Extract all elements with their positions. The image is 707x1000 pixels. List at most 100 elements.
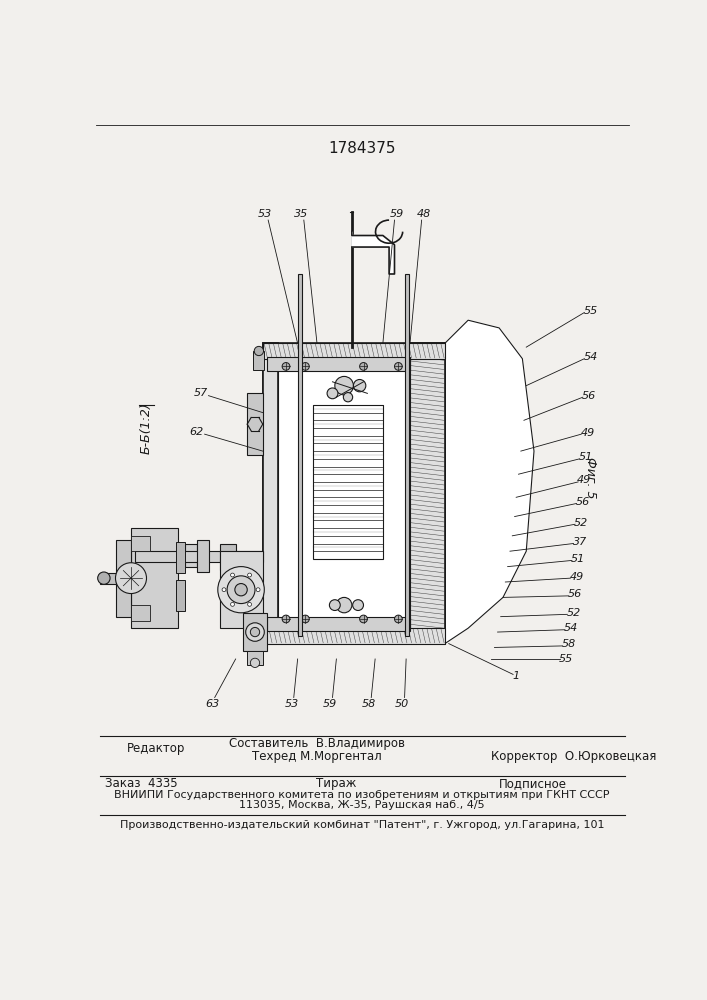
Bar	[131, 536, 151, 551]
Text: 56: 56	[568, 589, 582, 599]
Text: 113035, Москва, Ж-35, Раушская наб., 4/5: 113035, Москва, Ж-35, Раушская наб., 4/5	[239, 800, 485, 810]
Circle shape	[327, 388, 338, 399]
Circle shape	[301, 363, 309, 370]
Circle shape	[255, 346, 264, 356]
Circle shape	[250, 658, 259, 667]
Text: Б-Б(1:2): Б-Б(1:2)	[140, 402, 153, 454]
Circle shape	[282, 615, 290, 623]
Bar	[313, 405, 383, 559]
Text: 37: 37	[573, 537, 587, 547]
Circle shape	[360, 363, 368, 370]
Bar	[115, 540, 131, 617]
Text: 48: 48	[417, 209, 431, 219]
Circle shape	[395, 615, 402, 623]
Text: 55: 55	[559, 654, 573, 664]
Text: Производственно-издательский комбинат "Патент", г. Ужгород, ул.Гагарина, 101: Производственно-издательский комбинат "П…	[119, 820, 604, 830]
Text: 52: 52	[566, 608, 580, 618]
Text: Составитель  В.Владимиров: Составитель В.Владимиров	[229, 737, 405, 750]
Circle shape	[301, 615, 309, 623]
Circle shape	[344, 393, 353, 402]
Bar	[131, 528, 177, 628]
Bar	[243, 613, 267, 651]
Text: 52: 52	[574, 518, 588, 528]
Bar	[247, 651, 263, 665]
Circle shape	[360, 615, 368, 623]
Bar	[253, 351, 264, 370]
Text: Тираж: Тираж	[316, 777, 356, 790]
Bar	[263, 628, 445, 644]
Text: 63: 63	[205, 699, 219, 709]
Bar	[267, 357, 410, 371]
Text: 59: 59	[323, 699, 337, 709]
Bar	[263, 343, 445, 644]
Circle shape	[227, 576, 255, 604]
Bar	[247, 393, 263, 455]
Circle shape	[98, 572, 110, 584]
Circle shape	[256, 588, 260, 592]
Circle shape	[250, 627, 259, 637]
Bar	[404, 274, 409, 636]
Text: 57: 57	[194, 388, 208, 398]
Circle shape	[247, 573, 252, 577]
Bar	[131, 605, 151, 620]
Bar	[197, 540, 209, 572]
Text: Подписное: Подписное	[499, 777, 567, 790]
Circle shape	[353, 600, 363, 610]
Circle shape	[329, 600, 340, 610]
Circle shape	[115, 563, 146, 594]
Bar	[263, 343, 445, 359]
Text: 50: 50	[395, 699, 409, 709]
Text: 53: 53	[258, 209, 272, 219]
Bar	[253, 617, 264, 636]
Bar	[176, 580, 185, 611]
Text: 54: 54	[564, 623, 578, 633]
Circle shape	[337, 597, 352, 613]
Polygon shape	[352, 232, 395, 274]
Polygon shape	[445, 320, 534, 644]
Text: 51: 51	[571, 554, 585, 564]
Circle shape	[230, 602, 235, 606]
Circle shape	[230, 573, 235, 577]
Bar	[263, 343, 279, 644]
Circle shape	[395, 363, 402, 370]
Circle shape	[246, 623, 264, 641]
Bar	[220, 551, 263, 628]
Text: 55: 55	[583, 306, 597, 316]
Text: 35: 35	[294, 209, 309, 219]
Bar	[185, 544, 197, 567]
Text: Техред М.Моргентал: Техред М.Моргентал	[252, 750, 382, 763]
Bar	[176, 542, 185, 573]
Text: 1784375: 1784375	[328, 141, 396, 156]
Text: 56: 56	[582, 391, 596, 401]
Text: Редактор: Редактор	[127, 742, 185, 755]
Bar	[135, 551, 263, 562]
Text: 56: 56	[575, 497, 590, 507]
Bar	[220, 544, 235, 570]
Text: 58: 58	[562, 639, 576, 649]
Text: 49: 49	[580, 428, 595, 438]
Circle shape	[354, 379, 366, 392]
Circle shape	[247, 602, 252, 606]
Text: Заказ  4335: Заказ 4335	[105, 777, 178, 790]
Circle shape	[235, 584, 247, 596]
Bar	[298, 274, 303, 636]
Circle shape	[282, 363, 290, 370]
Text: Корректор  О.Юрковецкая: Корректор О.Юрковецкая	[491, 750, 657, 763]
Text: 49: 49	[577, 475, 592, 485]
Text: 62: 62	[189, 427, 204, 437]
Text: 53: 53	[284, 699, 298, 709]
Bar	[100, 573, 115, 584]
Text: 54: 54	[583, 352, 597, 362]
Circle shape	[335, 376, 354, 395]
Circle shape	[218, 567, 264, 613]
Text: 1: 1	[513, 671, 520, 681]
Bar	[410, 343, 445, 644]
Bar	[267, 617, 410, 631]
Text: Фиг. 5: Фиг. 5	[584, 457, 597, 499]
Text: 59: 59	[390, 209, 404, 219]
Circle shape	[222, 588, 226, 592]
Text: 51: 51	[579, 452, 593, 462]
Text: 58: 58	[362, 699, 376, 709]
Text: 49: 49	[570, 572, 584, 582]
Bar	[279, 359, 410, 628]
